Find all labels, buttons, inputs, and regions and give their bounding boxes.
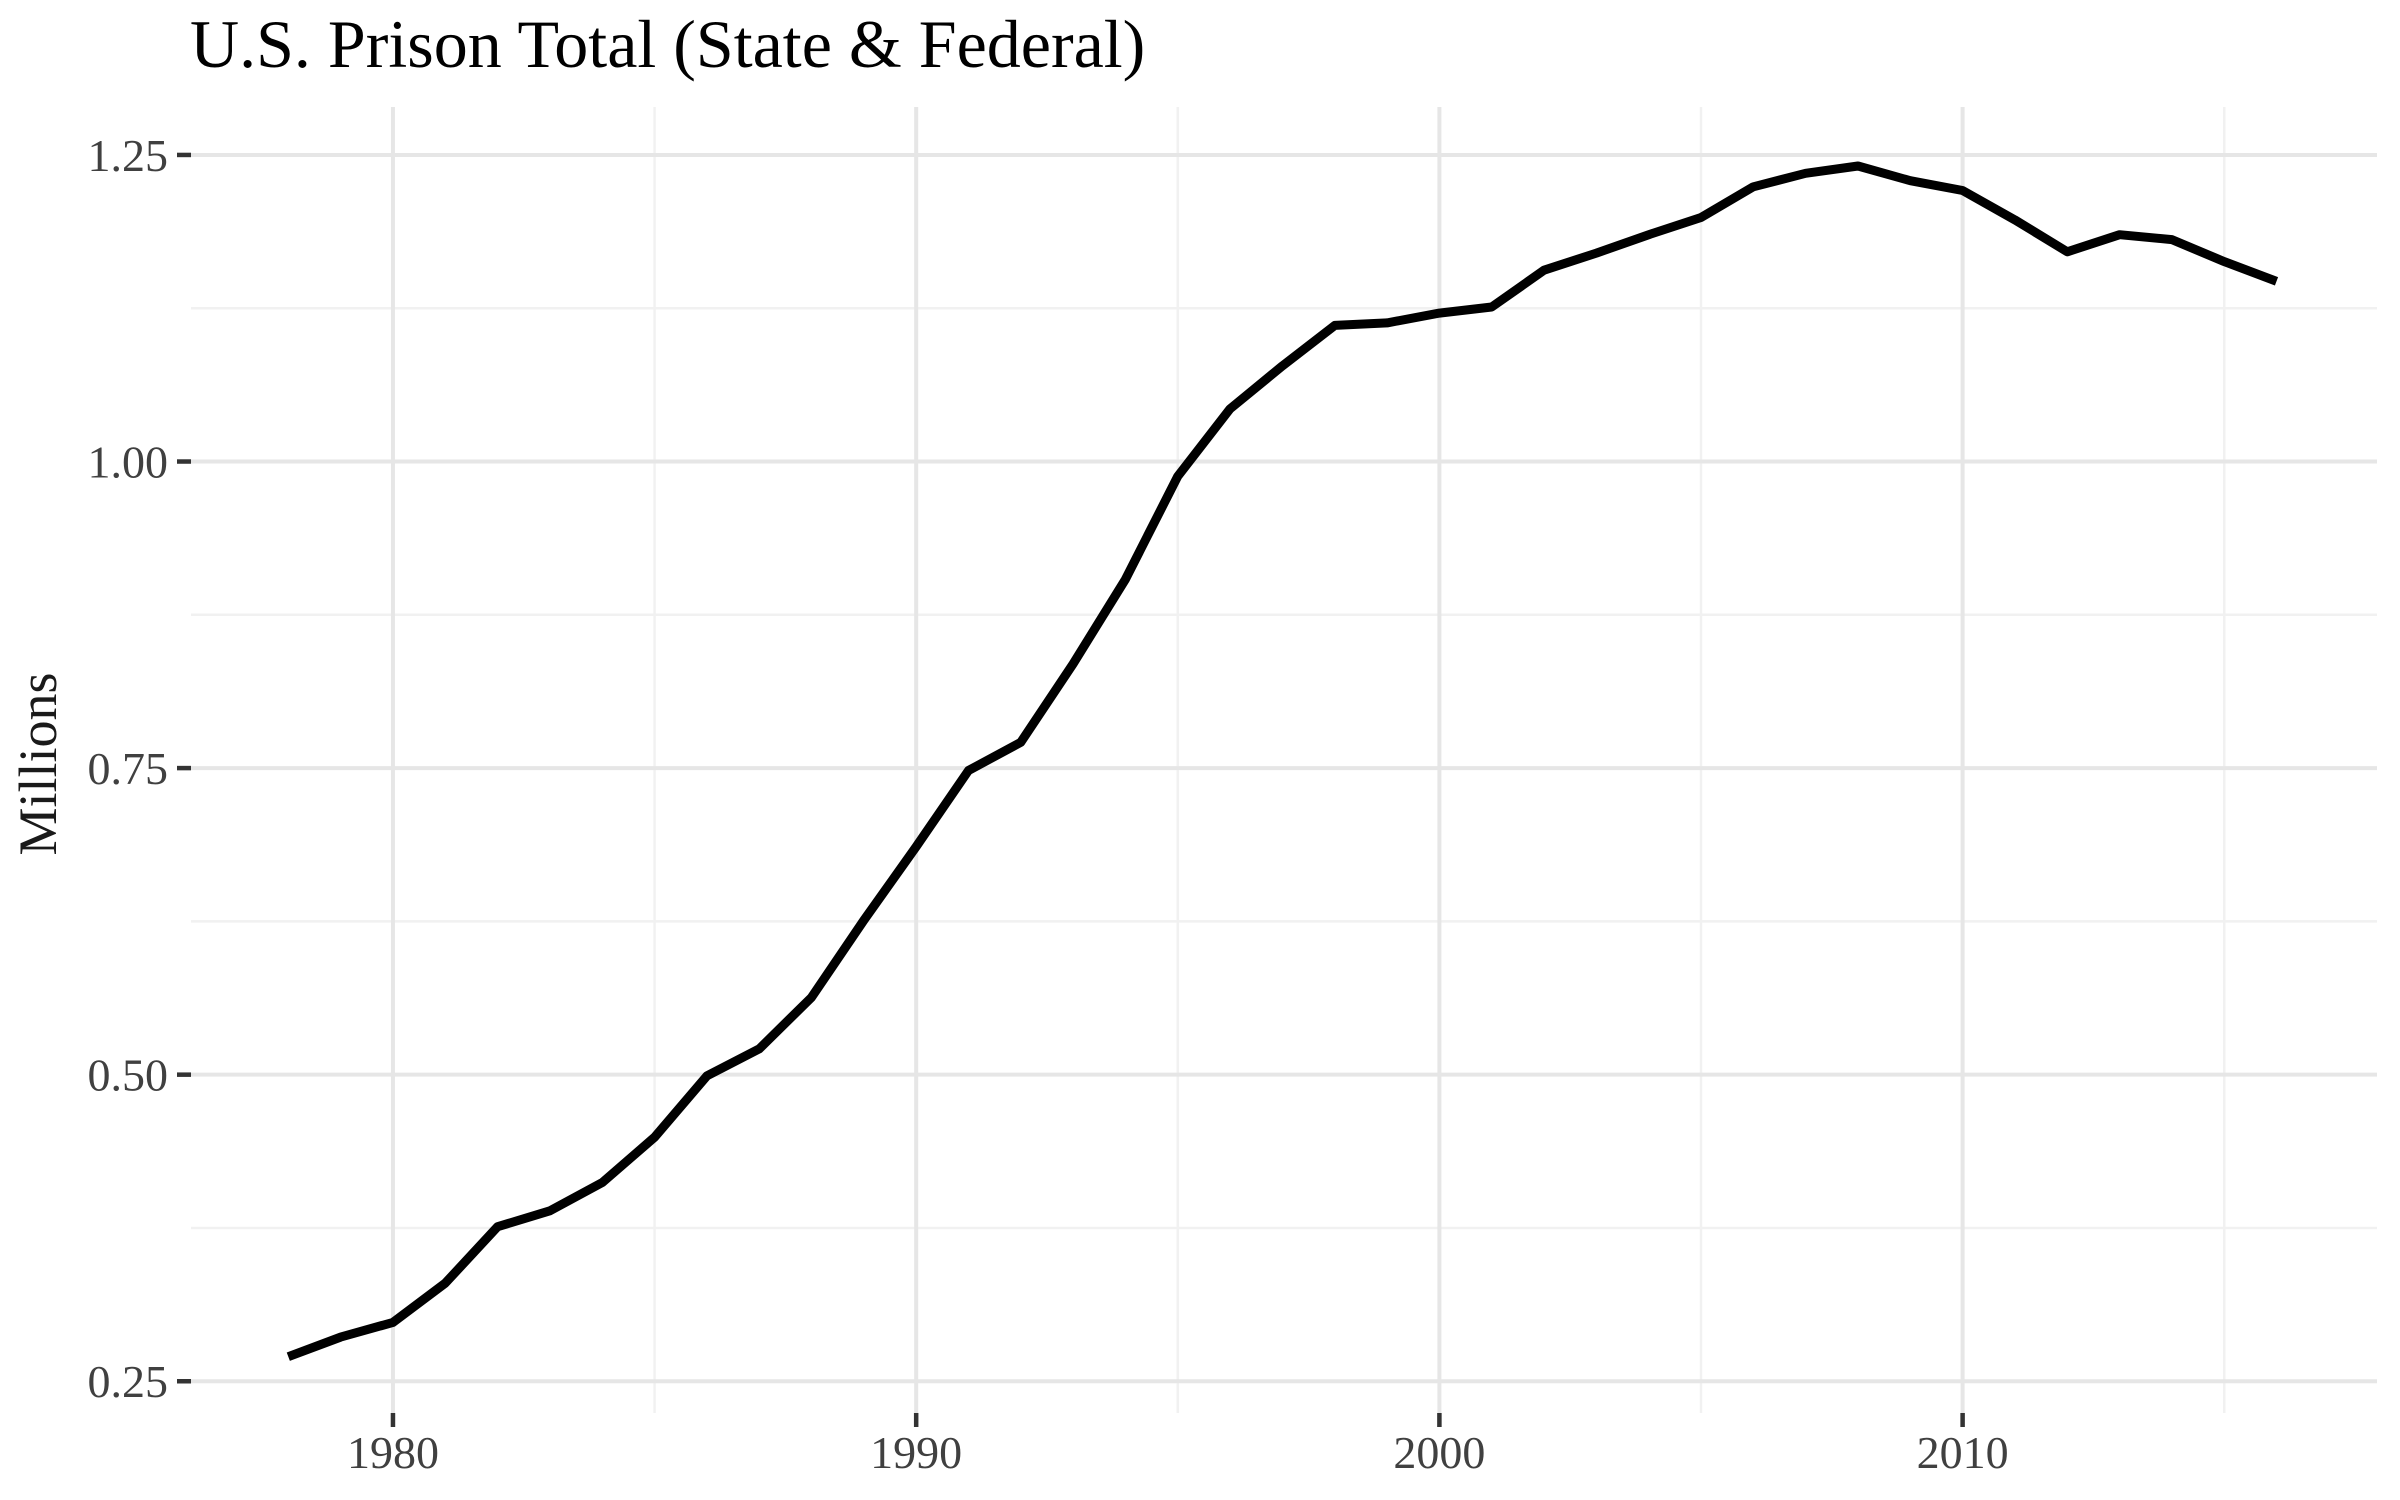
y-tick-label: 1.00 <box>88 437 169 488</box>
chart-title: U.S. Prison Total (State & Federal) <box>190 6 1146 82</box>
x-tick-label: 2000 <box>1393 1427 1485 1478</box>
y-tick-label: 0.50 <box>88 1050 169 1101</box>
y-tick-label: 0.25 <box>88 1356 169 1407</box>
x-tick-label: 1980 <box>347 1427 439 1478</box>
prison-total-line <box>286 161 2279 1361</box>
x-tick-label: 1990 <box>870 1427 962 1478</box>
x-tick-label: 2010 <box>1917 1427 2009 1478</box>
y-tick-label: 1.25 <box>88 130 169 181</box>
y-tick-label: 0.75 <box>88 743 169 794</box>
